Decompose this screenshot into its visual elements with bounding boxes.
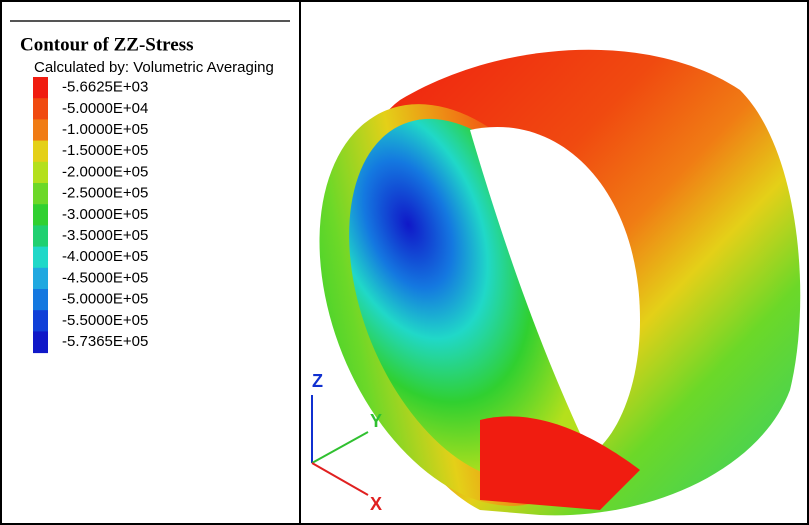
legend-label: -4.0000E+05 <box>62 248 148 265</box>
legend-label: -5.5000E+05 <box>62 312 148 329</box>
legend-label: -2.0000E+05 <box>62 163 148 180</box>
legend-swatch <box>33 225 48 247</box>
legend-label: -1.5000E+05 <box>62 142 148 159</box>
z-label: Z <box>312 371 323 391</box>
legend-swatch <box>33 162 48 184</box>
viewport: Contour of ZZ-Stress Calculated by: Volu… <box>0 0 809 525</box>
legend-label: -5.0000E+05 <box>62 291 148 308</box>
legend-subtitle: Calculated by: Volumetric Averaging <box>34 59 274 76</box>
legend-swatch <box>33 247 48 269</box>
legend-label: -3.0000E+05 <box>62 206 148 223</box>
legend-swatch <box>33 77 48 99</box>
legend-swatch <box>33 289 48 311</box>
legend-swatch <box>33 310 48 332</box>
legend-swatch <box>33 331 48 353</box>
legend-label: -1.0000E+05 <box>62 121 148 138</box>
legend-swatch <box>33 204 48 226</box>
x-label: X <box>370 494 382 514</box>
legend-label: -4.5000E+05 <box>62 269 148 286</box>
legend-title: Contour of ZZ-Stress <box>20 34 193 55</box>
legend-label: -5.6625E+03 <box>62 79 148 96</box>
legend-swatch <box>33 183 48 205</box>
legend-swatch <box>33 119 48 141</box>
legend-label: -5.7365E+05 <box>62 333 148 350</box>
y-label: Y <box>370 411 382 431</box>
legend-swatch <box>33 268 48 290</box>
legend-swatch <box>33 141 48 163</box>
legend-swatch <box>33 98 48 120</box>
legend-label: -3.5000E+05 <box>62 227 148 244</box>
legend-label: -5.0000E+04 <box>62 100 148 117</box>
legend-label: -2.5000E+05 <box>62 185 148 202</box>
